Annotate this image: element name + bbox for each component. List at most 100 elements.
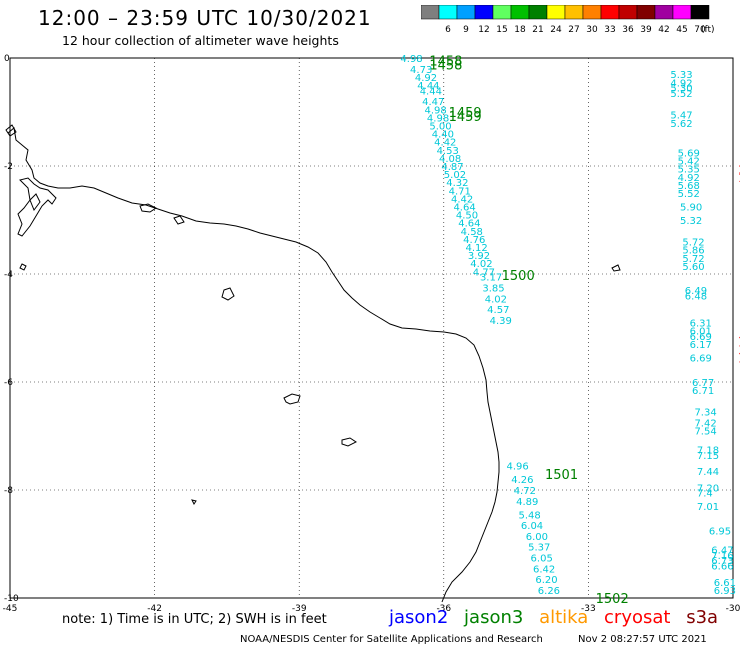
satellite-cryosat: cryosat: [604, 607, 671, 628]
swh-value: 6.95: [709, 527, 731, 538]
islet-2: [611, 264, 621, 272]
track-time-label: 1501: [545, 468, 578, 483]
swh-value: 4.77: [473, 267, 495, 278]
x-tick-label: -30: [726, 604, 740, 614]
swh-value: 6.48: [685, 292, 707, 303]
y-tick-label: -10: [4, 594, 19, 604]
color-scale-label: 6: [445, 25, 451, 35]
track-time-label: 1502: [596, 592, 629, 607]
swh-value: 4.44: [417, 81, 439, 92]
swh-value: 3.92: [468, 251, 490, 262]
lake-2: [283, 393, 301, 405]
swh-value: 5.62: [670, 119, 692, 130]
lake-1: [221, 287, 235, 301]
track-time-label: 1: [738, 352, 740, 367]
swh-points: 4.984.734.924.444.444.474.984.985.004.40…: [400, 54, 736, 597]
swh-value: 6.31: [690, 319, 712, 330]
footer-generated-time: Nov 2 08:27:57 UTC 2021: [578, 634, 707, 645]
swh-value: 5.02: [444, 170, 466, 181]
swh-value: 6.49: [685, 286, 707, 297]
swh-value: 5.32: [680, 216, 702, 227]
track-time-label: 1458: [429, 58, 462, 73]
track-time-labels: 145814581459145915001501150214414411: [429, 55, 740, 607]
swh-value: 4.58: [461, 227, 483, 238]
color-scale-label: 36: [622, 25, 634, 35]
color-scale-label: 18: [514, 25, 526, 35]
color-scale-label: 21: [532, 25, 543, 35]
swh-value: 6.73: [711, 556, 733, 567]
swh-value: 5.60: [682, 262, 704, 273]
swh-value: 5.68: [678, 181, 700, 192]
y-tick-label: -6: [4, 378, 13, 388]
coastline: [5, 124, 621, 603]
swh-value: 4.98: [427, 113, 449, 124]
swh-value: 4.98: [425, 105, 447, 116]
swh-value: 4.57: [487, 305, 509, 316]
footer-note: note: 1) Time is in UTC; 2) SWH is in fe…: [62, 612, 327, 627]
x-tick-label: -42: [147, 604, 162, 614]
swh-value: 6.01: [690, 327, 712, 338]
color-scale-label: 45: [676, 25, 687, 35]
y-tick-label: -4: [4, 270, 13, 280]
swh-value: 4.08: [439, 154, 461, 165]
swh-value: 4.92: [678, 173, 700, 184]
satellite-legend: jason2 jason3 altika cryosat s3a: [389, 607, 728, 628]
color-scale-label: 30: [586, 25, 598, 35]
swh-value: 6.05: [531, 554, 553, 565]
swh-value: 6.77: [692, 378, 714, 389]
swh-value: 6.69: [690, 332, 712, 343]
x-tick-label: -36: [436, 604, 451, 614]
swh-value: 4.87: [441, 162, 463, 173]
coast-inlet-a: [139, 203, 157, 213]
swh-value: 4.92: [670, 78, 692, 89]
swh-value: 6.93: [714, 586, 736, 597]
color-scale-unit: (ft): [701, 25, 715, 35]
swh-value: 3.17: [480, 273, 502, 284]
swh-value: 3.85: [482, 284, 504, 295]
y-tick-label: -8: [4, 486, 13, 496]
swh-value: 6.20: [535, 575, 557, 586]
swh-value: 5.33: [670, 70, 692, 81]
swh-value: 5.72: [682, 238, 704, 249]
track-time-label: 1: [738, 336, 740, 351]
map-frame: [9, 57, 734, 599]
swh-value: 7.20: [697, 483, 719, 494]
swh-value: 7.4: [697, 489, 713, 500]
swh-value: 4.26: [511, 475, 533, 486]
swh-value: 4.71: [449, 186, 471, 197]
swh-value: 4.92: [415, 73, 437, 84]
islet-1: [19, 263, 27, 271]
color-scale-labels: 6 9 12 15 18 21 24 27 30 33 36 39 42 45 70(ft): [445, 25, 714, 35]
swh-value: 4.98: [400, 54, 422, 65]
color-scale-legend: 6 9 12 15 18 21 24 27 30 33 36 39 42 45 70(ft): [421, 5, 715, 35]
swh-value: 4.76: [463, 235, 485, 246]
color-scale-label: 15: [496, 25, 507, 35]
swh-value: 5.47: [670, 111, 692, 122]
swh-value: 7.18: [697, 446, 719, 457]
swh-value: 6.69: [690, 354, 712, 365]
color-scale-label: 33: [604, 25, 615, 35]
swh-value: 4.42: [434, 138, 456, 149]
swh-value: 4.44: [420, 86, 442, 97]
swh-value: 6.61: [714, 578, 736, 589]
swh-value: 5.00: [429, 122, 451, 133]
swh-value: 6.71: [692, 386, 714, 397]
swh-value: 5.72: [682, 254, 704, 265]
swh-value: 5.35: [678, 165, 700, 176]
swh-value: 5.52: [670, 89, 692, 100]
swh-value: 5.86: [682, 246, 704, 257]
swh-value: 4.47: [422, 97, 444, 108]
swh-value: 4.64: [453, 203, 475, 214]
track-time-label: 1459: [449, 110, 482, 125]
swh-value: 6.00: [526, 532, 548, 543]
swh-value: 6.42: [533, 564, 555, 575]
y-tick-label: 0: [4, 54, 10, 64]
swh-value: 7.44: [697, 467, 719, 478]
color-scale-label: 24: [550, 25, 562, 35]
swh-value: 5.42: [678, 157, 700, 168]
swh-value: 7.54: [694, 427, 716, 438]
swh-value: 6.04: [521, 521, 543, 532]
swh-value: 5.37: [528, 543, 550, 554]
swh-value: 4.02: [485, 294, 507, 305]
islet-3: [191, 499, 197, 505]
